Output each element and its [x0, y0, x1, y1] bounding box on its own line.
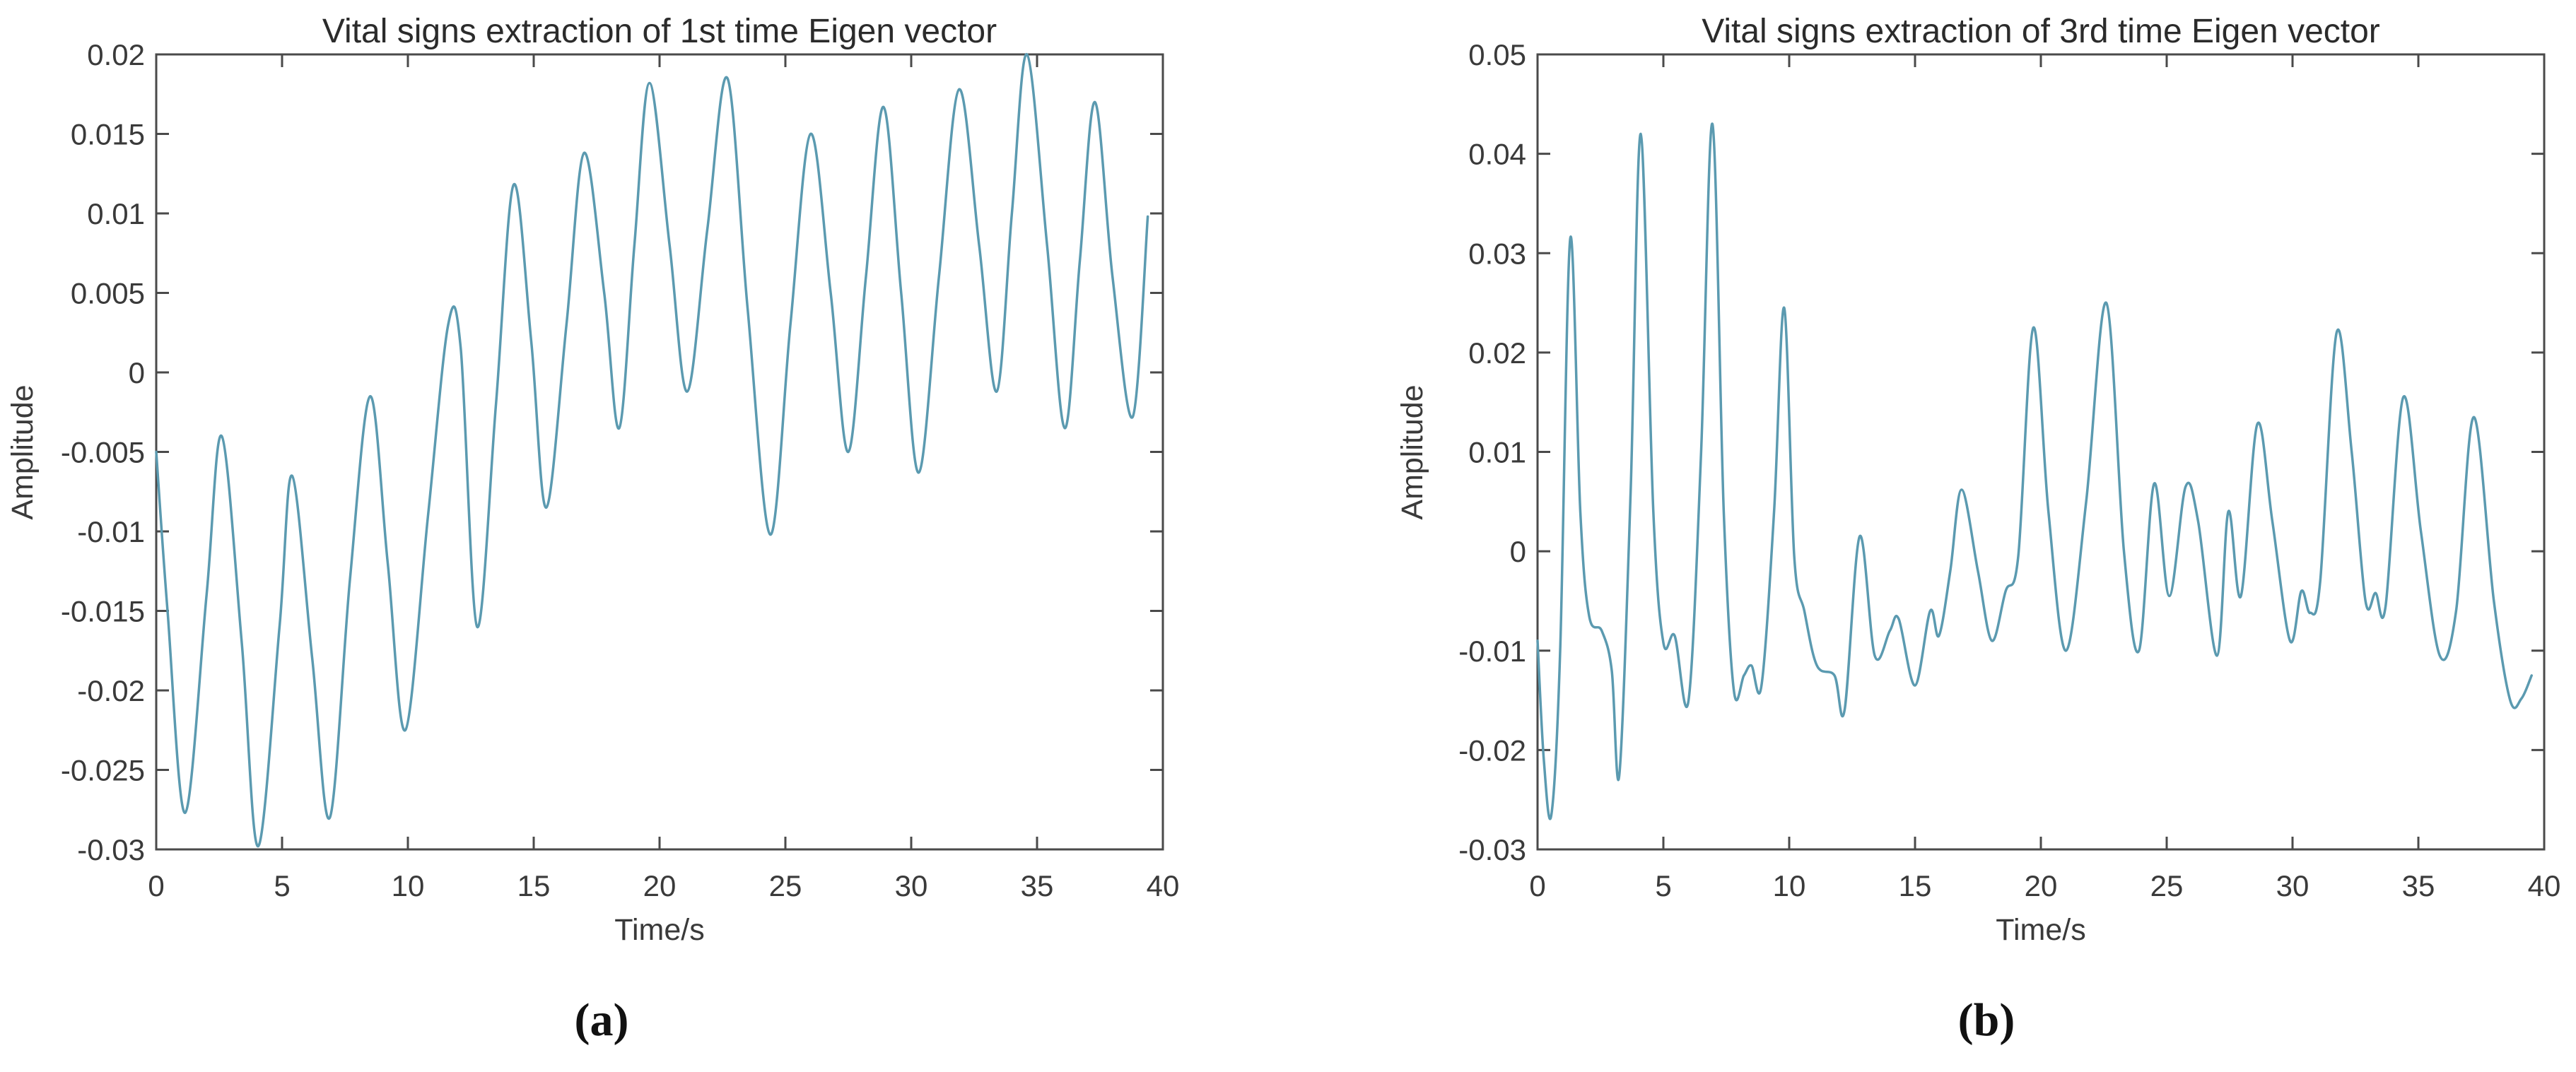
y-tick-label: -0.01	[1458, 635, 1526, 668]
x-tick-label: 20	[2025, 869, 2058, 902]
x-tick-label: 15	[1899, 869, 1932, 902]
y-tick-label: -0.01	[77, 515, 145, 548]
chart-a-y-axis-label: Amplitude	[6, 384, 40, 519]
y-tick-label: 0.01	[1468, 436, 1526, 469]
y-tick-label: 0.03	[1468, 237, 1526, 270]
x-tick-label: 15	[517, 869, 551, 902]
chart-b-title: Vital signs extraction of 3rd time Eigen…	[1702, 13, 2380, 50]
x-tick-label: 5	[1655, 869, 1671, 902]
x-tick-label: 25	[2150, 869, 2184, 902]
x-tick-label: 0	[148, 869, 164, 902]
chart-b: 0 5 10 15 20 25 30 35 400.050.040.030.020.010-0.…	[1395, 13, 2560, 1046]
axes-box	[155, 53, 1164, 851]
y-tick-label: 0.02	[87, 38, 145, 71]
y-tick-label: -0.025	[61, 754, 145, 787]
x-tick-label: 0	[1529, 869, 1545, 902]
y-tick-label: -0.02	[77, 674, 145, 707]
x-tick-label: 40	[2528, 869, 2561, 902]
x-tick-label: 25	[769, 869, 802, 902]
chart-b-y-axis-label: Amplitude	[1395, 384, 1429, 519]
chart-b-plot-area: 0 5 10 15 20 25 30 35 400.050.040.030.020.010-0.…	[1458, 38, 2560, 902]
chart-a-caption: (a)	[575, 994, 629, 1046]
y-tick-label: 0.005	[71, 277, 145, 310]
x-tick-label: 35	[2402, 869, 2435, 902]
y-tick-label: -0.03	[1458, 833, 1526, 866]
x-tick-label: 20	[643, 869, 677, 902]
y-tick-label: -0.03	[77, 833, 145, 866]
y-tick-label: -0.015	[61, 595, 145, 628]
chart-b-x-axis-label: Time/s	[1996, 913, 2085, 947]
y-tick-label: 0.05	[1468, 38, 1526, 71]
x-tick-label: 30	[895, 869, 928, 902]
chart-a-title: Vital signs extraction of 1st time Eigen…	[322, 13, 997, 50]
chart-a-plot-area: 0 5 10 15 20 25 30 35 40 0.02 0.015 0.01 0.005 0 -0.00…	[61, 38, 1179, 902]
y-tick-label: -0.02	[1458, 734, 1526, 767]
vital-signs-line-series	[155, 53, 1149, 848]
y-tick-label: 0.015	[71, 118, 145, 151]
y-tick-label: 0.02	[1468, 336, 1526, 370]
x-tick-label: 40	[1147, 869, 1180, 902]
y-tick-label: 0	[129, 356, 145, 389]
axes-box	[1536, 53, 2546, 851]
x-tick-label: 10	[392, 869, 425, 902]
x-tick-label: 35	[1021, 869, 1054, 902]
x-tick-label: 5	[274, 869, 290, 902]
y-tick-label: 0.01	[87, 197, 145, 230]
chart-a: 0 5 10 15 20 25 30 35 40 0.02 0.015 0.01 0.005 0 -0.00…	[6, 13, 1179, 1046]
vital-signs-line-series	[1536, 122, 2533, 820]
chart-b-caption: (b)	[1958, 994, 2015, 1046]
chart-a-x-axis-label: Time/s	[614, 913, 704, 947]
y-tick-label: -0.005	[61, 436, 145, 469]
x-tick-label: 10	[1773, 869, 1806, 902]
y-tick-label: 0	[1510, 535, 1526, 568]
y-tick-label: 0.04	[1468, 138, 1526, 171]
x-tick-label: 30	[2276, 869, 2309, 902]
